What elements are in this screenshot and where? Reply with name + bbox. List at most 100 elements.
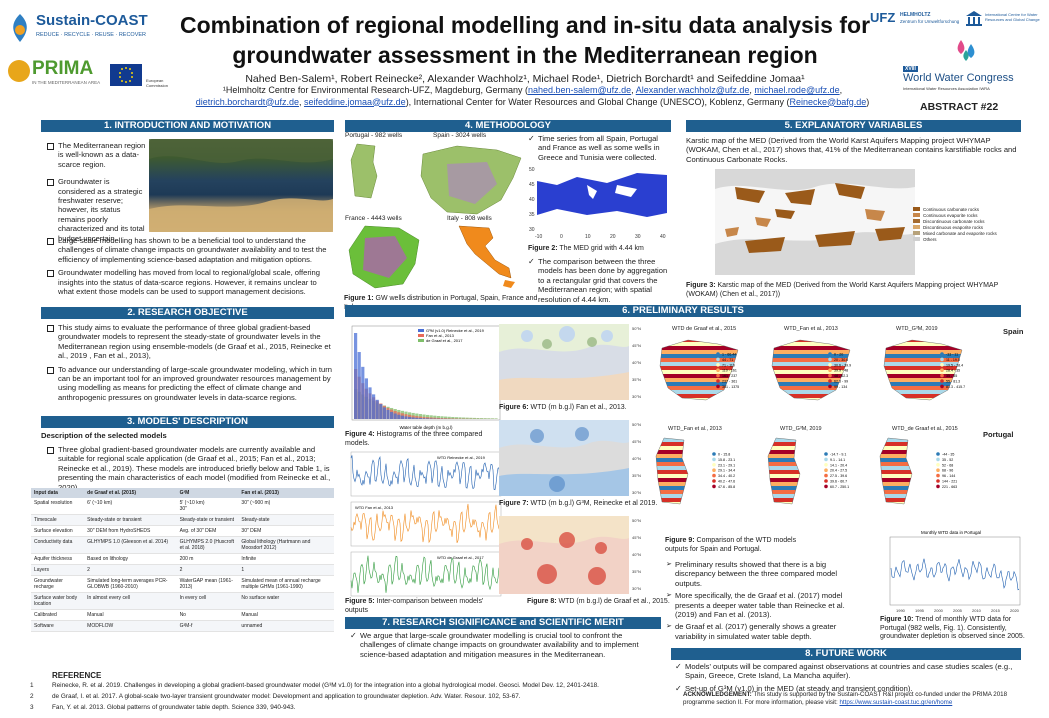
map-cell xyxy=(886,462,890,466)
map-cell xyxy=(726,342,730,346)
map-cell xyxy=(926,498,930,502)
map-cell xyxy=(670,486,674,490)
map-cell xyxy=(898,470,902,474)
map-cell xyxy=(918,494,922,498)
map-cell xyxy=(806,446,810,450)
map-cell xyxy=(946,490,950,494)
map-cell xyxy=(738,346,742,350)
map-cell xyxy=(774,490,778,494)
table-row: Spatial resolution 6' (~10 km) 5' (~10 km)… xyxy=(31,498,334,515)
map-cell xyxy=(790,362,794,366)
region-legend-dot xyxy=(712,484,716,489)
map-cell xyxy=(698,454,702,458)
map-cell xyxy=(694,434,698,438)
email-link-6[interactable]: Reinecke@bafg.de xyxy=(789,96,867,107)
map-cell xyxy=(786,334,790,338)
map-cell xyxy=(742,354,746,358)
map-cell xyxy=(694,502,698,506)
wtd-region-map: WTD_Fan et al., 2013 0 - 15.8 15.8 - 23.1 2… xyxy=(654,426,772,526)
map-cell xyxy=(898,346,902,350)
map-cell xyxy=(662,490,666,494)
map-cell xyxy=(898,450,902,454)
map-cell xyxy=(790,402,794,406)
map-cell xyxy=(834,374,838,378)
map-cell xyxy=(902,402,906,406)
map-cell xyxy=(774,346,778,350)
map-cell xyxy=(898,402,902,406)
map-cell xyxy=(772,394,774,398)
map-cell xyxy=(834,340,838,342)
map-cell xyxy=(798,474,800,478)
acknowledgement-link[interactable]: https://www.sustain-coast.tuc.gr/en/home xyxy=(839,699,953,706)
map-cell xyxy=(898,482,902,486)
email-link-5[interactable]: seifeddine.jomaa@ufz.de xyxy=(303,96,406,107)
email-link-3[interactable]: michael.rode@ufz.de xyxy=(754,85,840,95)
map-cell xyxy=(846,398,850,400)
map-cell xyxy=(914,350,918,354)
table-cell: Surface water body location xyxy=(31,592,85,610)
table-row: Aquifer thickness Based on lithology 200 m… xyxy=(31,553,334,565)
map-cell xyxy=(902,462,906,466)
map-cell xyxy=(686,382,690,386)
map-cell xyxy=(898,386,902,390)
map-cell xyxy=(702,382,706,386)
map-cell xyxy=(702,362,706,366)
table-header-3: Fan et al. (2013) xyxy=(238,488,334,498)
map-cell xyxy=(786,494,790,498)
section-3-header: 3. MODELS' DESCRIPTION xyxy=(41,416,334,428)
map-cell xyxy=(882,474,886,478)
section-5-header: 5. EXPLANATORY VARIABLES xyxy=(686,120,1021,132)
map-cell xyxy=(682,386,686,390)
map-cell xyxy=(890,438,894,442)
map-cell xyxy=(814,390,818,394)
legend-swatch xyxy=(913,207,920,211)
map-cell xyxy=(894,394,898,398)
map-cell xyxy=(958,342,962,346)
map-cell xyxy=(838,490,842,494)
map-cell xyxy=(834,386,838,390)
map-cell xyxy=(850,462,854,466)
map-cell xyxy=(838,334,842,338)
map-cell xyxy=(890,458,894,462)
map-cell xyxy=(918,382,922,386)
map-cell xyxy=(938,378,942,382)
email-link-2[interactable]: Alexander.wachholz@ufz.de xyxy=(635,85,750,95)
map-cell xyxy=(902,390,906,394)
figure-4-histogram: G³M (v1.0) Reinecke et al., 2019 Fan et a… xyxy=(338,322,503,432)
map-cell xyxy=(768,482,770,486)
region-legend-dot xyxy=(828,352,832,356)
map-cell xyxy=(782,362,786,366)
fig10-xtick: 1995 xyxy=(915,608,925,613)
map-cell xyxy=(694,498,698,502)
region-legend-label: 30.6 - 39.9 xyxy=(834,363,851,367)
histogram-bar xyxy=(447,418,451,419)
map-cell xyxy=(722,398,726,400)
map-cell xyxy=(834,350,838,354)
map-cell xyxy=(890,498,894,502)
map-cell xyxy=(694,394,698,398)
map-cell xyxy=(690,450,694,454)
email-link-4[interactable]: dietrich.borchardt@ufz.de xyxy=(195,96,299,107)
map-cell xyxy=(778,382,782,386)
map-cell xyxy=(778,442,782,446)
map-cell xyxy=(710,362,714,366)
map-cell xyxy=(706,454,710,458)
map-cell xyxy=(730,438,734,442)
wtd-g3m-map: 50°N45°N40°N35°N30°N xyxy=(499,420,641,496)
map-cell xyxy=(658,450,662,454)
email-link-1[interactable]: nahed.ben-salem@ufz.de xyxy=(527,85,632,95)
map-cell xyxy=(662,454,666,458)
map-cell xyxy=(798,502,800,504)
map-cell xyxy=(806,402,810,406)
map-cell xyxy=(826,498,830,502)
map-cell xyxy=(706,398,710,400)
map-cell xyxy=(882,402,886,406)
map-cell xyxy=(922,466,926,470)
region-legend-label: 99 - 134 xyxy=(834,385,847,389)
map-cell xyxy=(674,486,678,490)
map-cell xyxy=(910,446,912,450)
histogram-bar xyxy=(404,416,408,419)
map-cell xyxy=(768,446,770,450)
map-cell xyxy=(838,342,842,346)
map-cell xyxy=(798,438,800,442)
